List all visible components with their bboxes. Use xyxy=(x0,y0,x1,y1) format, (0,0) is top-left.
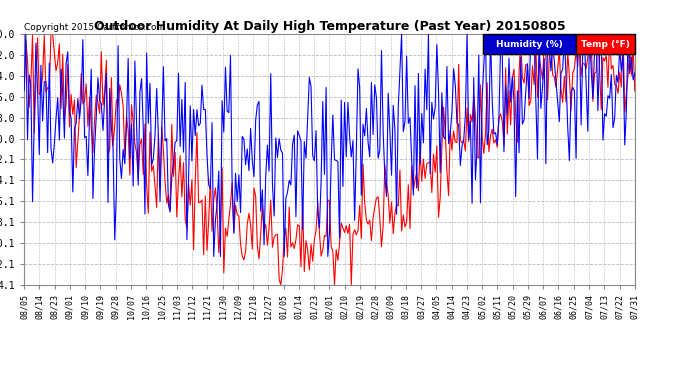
Text: Temp (°F): Temp (°F) xyxy=(581,40,630,49)
Title: Outdoor Humidity At Daily High Temperature (Past Year) 20150805: Outdoor Humidity At Daily High Temperatu… xyxy=(94,20,565,33)
Text: Humidity (%): Humidity (%) xyxy=(496,40,563,49)
Text: Copyright 2015 Cartronics.com: Copyright 2015 Cartronics.com xyxy=(24,23,166,32)
